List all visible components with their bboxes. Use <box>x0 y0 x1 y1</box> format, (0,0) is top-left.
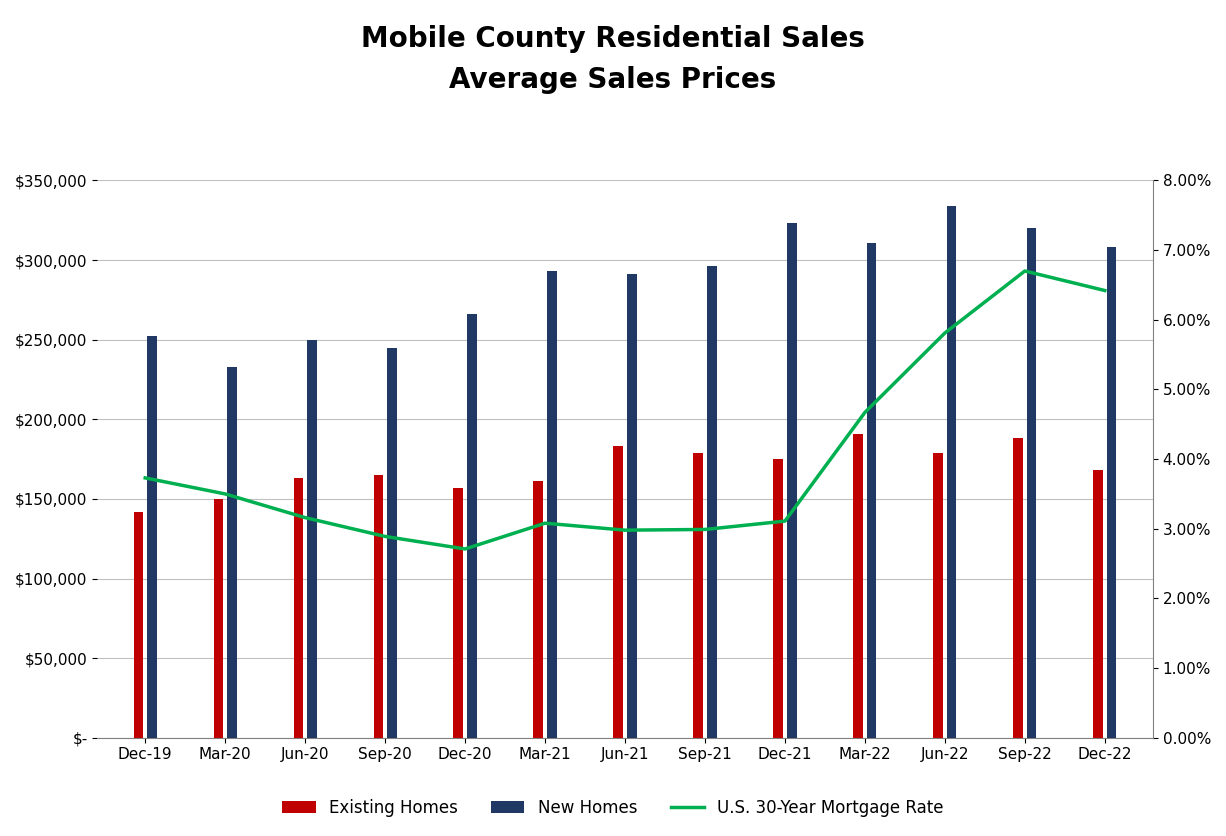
Bar <box>774 459 783 737</box>
Bar <box>933 453 943 737</box>
Bar <box>946 206 956 737</box>
Bar <box>1013 438 1022 737</box>
Legend: Existing Homes, New Homes, U.S. 30-Year Mortgage Rate: Existing Homes, New Homes, U.S. 30-Year … <box>276 793 950 823</box>
Bar <box>387 348 397 737</box>
Bar <box>374 475 383 737</box>
Bar <box>626 274 636 737</box>
Bar <box>134 512 143 737</box>
Bar <box>293 478 303 737</box>
Bar <box>533 482 543 737</box>
Bar <box>454 487 463 737</box>
Bar <box>147 336 157 737</box>
Bar <box>867 242 877 737</box>
Bar <box>694 453 702 737</box>
Text: Mobile County Residential Sales
Average Sales Prices: Mobile County Residential Sales Average … <box>362 25 864 94</box>
Bar <box>467 314 477 737</box>
Bar <box>213 499 223 737</box>
Bar <box>1027 228 1036 737</box>
Bar <box>853 434 863 737</box>
Bar <box>308 339 316 737</box>
Bar <box>547 271 557 737</box>
Bar <box>227 367 237 737</box>
Bar <box>787 223 797 737</box>
Bar <box>1094 470 1103 737</box>
Bar <box>1107 247 1117 737</box>
Bar <box>613 446 623 737</box>
Bar <box>707 267 716 737</box>
